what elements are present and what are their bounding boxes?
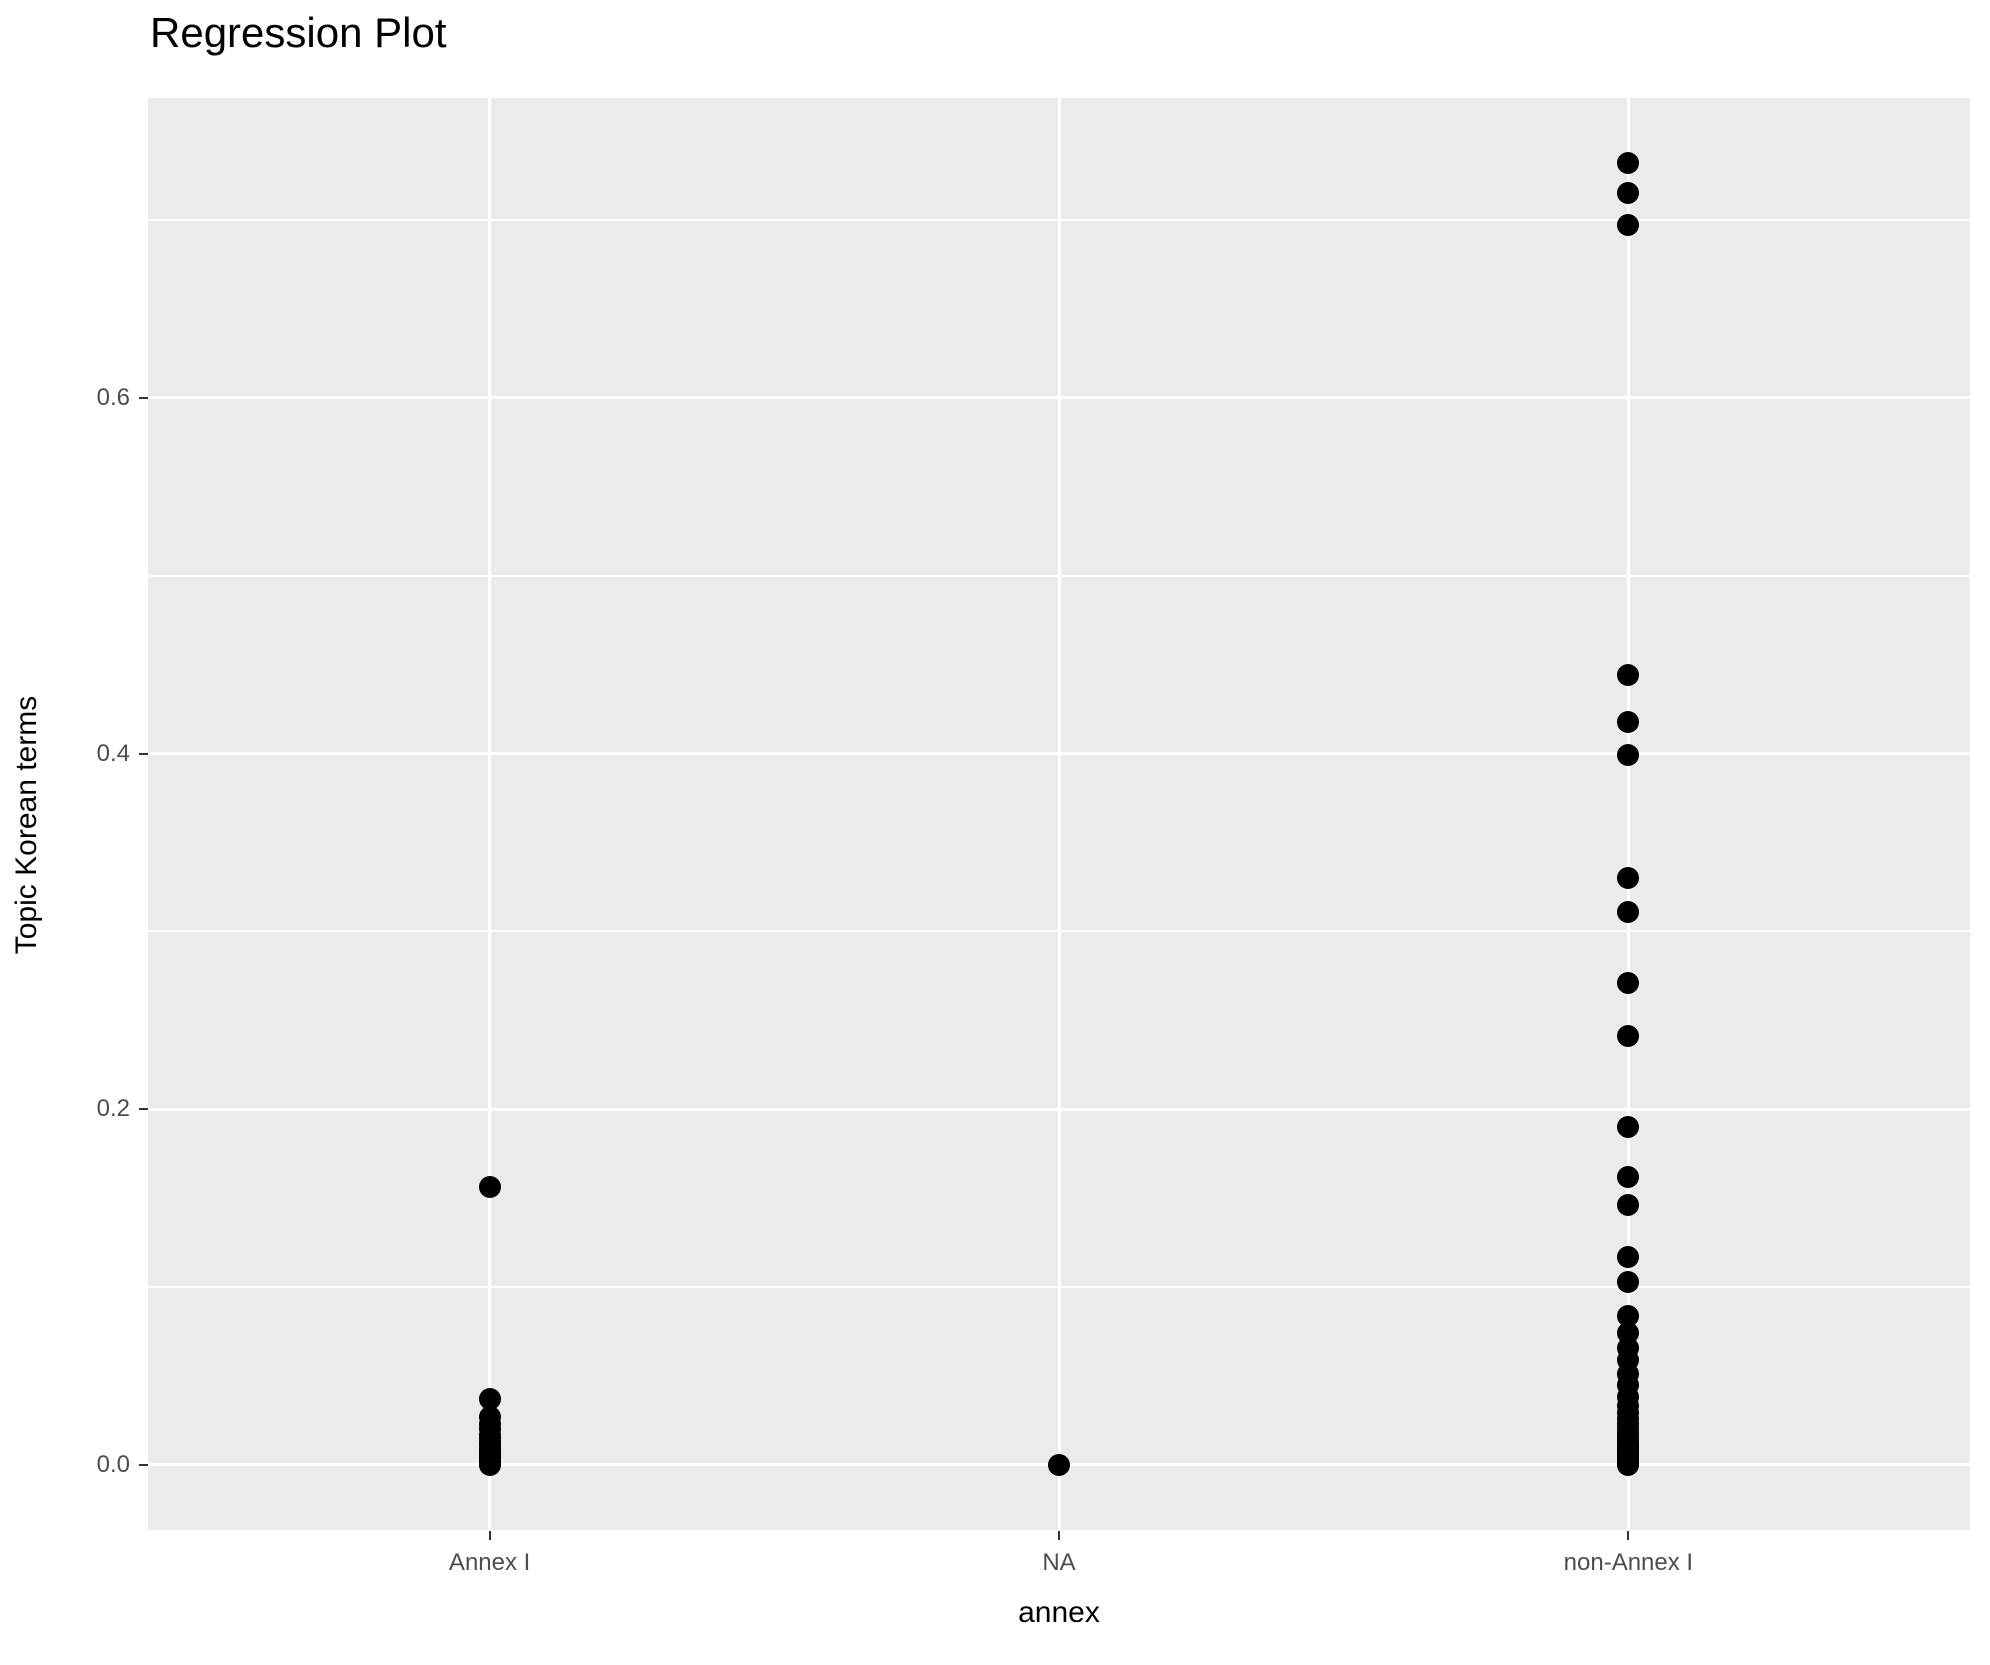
- category-gridline: [1057, 98, 1061, 1530]
- data-point: [1617, 971, 1640, 994]
- x-tick-mark: [1627, 1531, 1630, 1540]
- x-tick-mark: [1058, 1531, 1060, 1540]
- data-point: [1617, 1453, 1640, 1476]
- data-point: [1617, 1194, 1640, 1217]
- x-tick-mark: [488, 1531, 491, 1540]
- y-tick-mark: [139, 1463, 148, 1466]
- data-point: [1617, 1245, 1640, 1268]
- category-gridline: [1626, 98, 1630, 1530]
- data-point: [1617, 900, 1640, 923]
- data-point: [1617, 1165, 1640, 1188]
- data-point: [1617, 1116, 1640, 1138]
- y-tick-mark: [139, 752, 148, 755]
- data-point: [478, 1453, 501, 1476]
- data-point: [1617, 1304, 1640, 1327]
- category-gridline: [488, 98, 492, 1530]
- y-tick-mark: [139, 396, 148, 399]
- y-tick-label: 0.4: [96, 739, 130, 767]
- x-tick-label: Annex I: [448, 1549, 531, 1576]
- plot-panel: [148, 98, 1970, 1530]
- data-point: [1617, 744, 1640, 767]
- y-tick-label: 0.2: [96, 1095, 130, 1123]
- data-point: [1617, 664, 1640, 687]
- data-point: [1617, 867, 1640, 890]
- data-point: [1617, 710, 1640, 733]
- data-point: [478, 1388, 501, 1411]
- y-tick-label: 0.6: [96, 383, 130, 411]
- data-point: [1048, 1453, 1070, 1476]
- data-point: [1617, 182, 1640, 205]
- y-tick-label: 0.0: [96, 1450, 130, 1478]
- data-point: [1617, 1270, 1640, 1293]
- y-axis-title: Topic Korean terms: [10, 695, 43, 955]
- data-point: [478, 1176, 501, 1199]
- data-point: [1617, 214, 1640, 237]
- data-point: [1617, 152, 1640, 175]
- x-tick-label: non-Annex I: [1563, 1549, 1694, 1576]
- plot-title: Regression Plot: [150, 9, 447, 56]
- x-axis-title: annex: [1018, 1596, 1100, 1629]
- x-tick-label: NA: [1042, 1549, 1076, 1576]
- y-tick-mark: [139, 1108, 148, 1111]
- data-point: [1617, 1025, 1640, 1048]
